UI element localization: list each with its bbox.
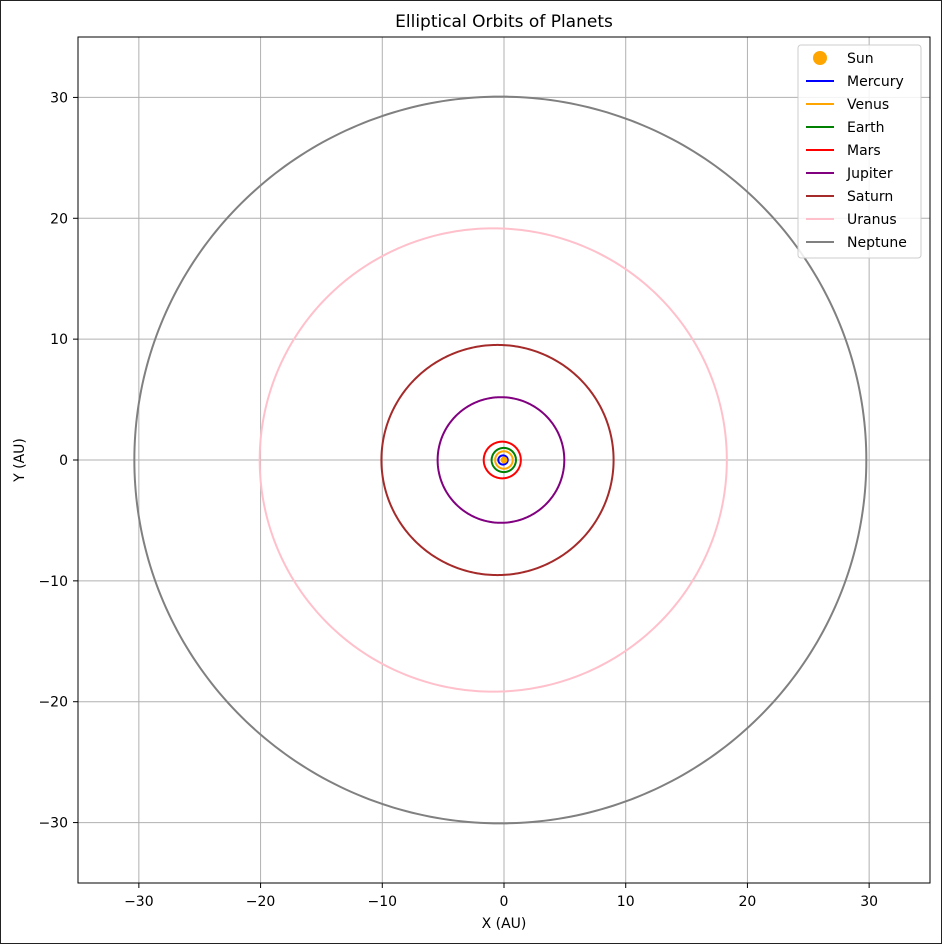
orbit-mercury — [497, 454, 509, 466]
legend-label-earth: Earth — [847, 120, 885, 136]
orbit-uranus — [258, 227, 728, 693]
orbit-mars — [482, 440, 522, 480]
chart-title: Elliptical Orbits of Planets — [395, 12, 613, 32]
legend-label-venus: Venus — [847, 97, 889, 113]
x-tick-label: 10 — [617, 894, 635, 910]
legend-label-neptune: Neptune — [847, 235, 907, 251]
orbit-venus — [494, 450, 514, 470]
x-tick-label: −10 — [368, 894, 398, 910]
orbit-jupiter — [436, 396, 566, 524]
sun-marker — [500, 456, 508, 464]
legend-label-mars: Mars — [847, 143, 881, 159]
x-axis-label: X (AU) — [482, 916, 527, 932]
x-tick-label: 20 — [739, 894, 757, 910]
legend-label-sun: Sun — [847, 51, 874, 67]
grid — [78, 37, 930, 883]
x-tick-label: −30 — [124, 894, 154, 910]
y-tick-label: 10 — [50, 332, 68, 348]
y-tick-label: 0 — [59, 453, 68, 469]
ticks: −30 −20 −10 0 10 20 30 −30 −20 −10 0 10 20 30 — [38, 90, 878, 910]
legend-label-saturn: Saturn — [847, 189, 893, 205]
legend-label-mercury: Mercury — [847, 74, 904, 90]
x-tick-label: 0 — [500, 894, 509, 910]
y-tick-label: −30 — [38, 816, 68, 832]
legend-label-uranus: Uranus — [847, 212, 897, 228]
orbits — [133, 95, 868, 825]
orbit-neptune — [133, 95, 868, 825]
orbit-earth — [490, 446, 517, 474]
legend: Sun Mercury Venus Earth Mars Jupiter Saturn Ura… — [797, 44, 922, 259]
legend-sun-marker — [813, 51, 827, 65]
y-tick-label: −10 — [38, 574, 68, 590]
y-tick-label: 30 — [50, 90, 68, 106]
y-axis-label: Y (AU) — [12, 438, 28, 483]
orbit-saturn — [380, 343, 615, 577]
x-tick-label: 30 — [860, 894, 878, 910]
legend-box — [797, 44, 922, 259]
legend-label-jupiter: Jupiter — [846, 166, 893, 182]
y-tick-label: −20 — [38, 695, 68, 711]
y-tick-label: 20 — [50, 211, 68, 227]
x-tick-label: −20 — [246, 894, 276, 910]
